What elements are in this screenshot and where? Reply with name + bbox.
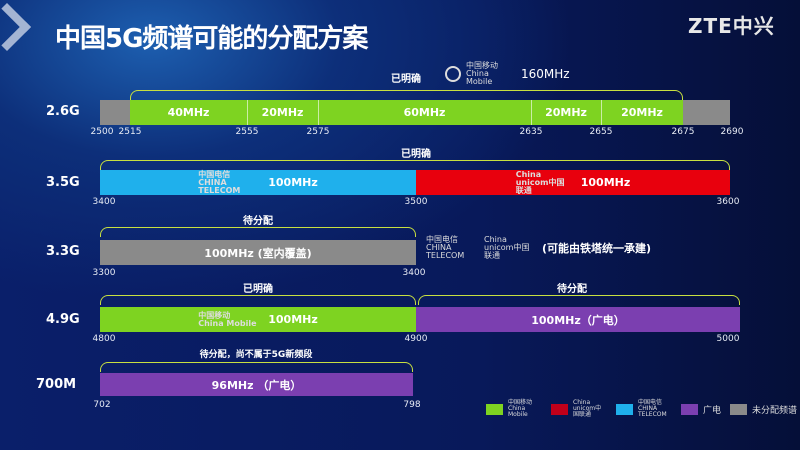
band700-label: 700M [36, 377, 77, 392]
tick: 2515 [118, 127, 142, 137]
band35-left-op: 中国电信 CHINA TELECOM [198, 169, 241, 195]
chevron-decoration-icon [0, 2, 32, 52]
tick: 3600 [716, 197, 740, 207]
segment: 20MHz [621, 106, 663, 119]
tick: 3400 [402, 268, 426, 278]
band35-telecom: 中国电信 CHINA TELECOM 100MHz [100, 170, 416, 195]
band35-right: 100MHz [580, 176, 631, 189]
page-title: 中国5G频谱可能的分配方案 [55, 24, 368, 54]
band33-side-note: (可能由铁塔统一承建) [542, 242, 652, 255]
band26-brace [130, 90, 683, 102]
legend-item: 广电 [681, 400, 721, 418]
tick: 798 [403, 400, 421, 410]
segment: 40MHz [167, 106, 210, 119]
legend-item: 中国移动 China Mobile [486, 400, 542, 418]
segment: 60MHz [403, 106, 446, 119]
brace [100, 295, 416, 305]
band35-label: 3.5G [46, 175, 80, 190]
brace [100, 362, 413, 372]
band700-bar: 96MHz （广电） [100, 373, 413, 396]
zte-logo: ZTE中兴 [688, 14, 775, 38]
band49-note-right: 待分配 [557, 284, 587, 295]
band26-green: 40MHz 20MHz 60MHz 20MHz 20MHz [130, 100, 683, 125]
tick: 2690 [720, 127, 744, 137]
brace [418, 295, 740, 305]
band33-bar: 100MHz (室内覆盖) [100, 240, 416, 265]
tick: 2555 [235, 127, 259, 137]
segment: 20MHz [545, 106, 587, 119]
legend-item: 未分配频谱 [730, 400, 797, 418]
band26-note: 已明确 [391, 74, 421, 85]
band49-broadcast: 100MHz（广电） [416, 307, 740, 332]
band49-left-op: 中国移动 China Mobile [198, 310, 257, 328]
band33-label: 3.3G [46, 244, 80, 259]
band49-note-left: 已明确 [243, 284, 273, 295]
tick: 2575 [306, 127, 330, 137]
tick: 2655 [589, 127, 613, 137]
tick: 3300 [92, 268, 116, 278]
tick: 5000 [716, 334, 740, 344]
band49-left: 100MHz [268, 313, 318, 326]
legend-item: 中国电信 CHINA TELECOM [616, 400, 672, 418]
band35-note: 已明确 [401, 149, 431, 160]
band35-unicom: China unicom中国联通 100MHz [416, 170, 730, 195]
tick: 2635 [519, 127, 543, 137]
tick: 3500 [404, 197, 428, 207]
tick: 3400 [92, 197, 116, 207]
band49-mobile: 中国移动 China Mobile 100MHz [100, 307, 416, 332]
tick: 4800 [92, 334, 116, 344]
legend-item: China unicom中国联通 [551, 400, 607, 418]
unicom-logo: China unicom中国联通 [484, 235, 530, 260]
band35-brace [100, 160, 730, 170]
band26-label: 2.6G [46, 104, 80, 119]
band35-right-op: China unicom中国联通 [515, 169, 565, 195]
band26-total: 160MHz [521, 67, 570, 81]
tick: 2500 [90, 127, 114, 137]
band33-note: 待分配 [243, 216, 273, 227]
band33-brace [100, 227, 416, 237]
legend: 中国移动 China Mobile China unicom中国联通 中国电信 … [486, 400, 797, 418]
band35-left: 100MHz [268, 176, 318, 189]
segment: 20MHz [261, 106, 304, 119]
band26-operator: 中国移动 China Mobile [466, 61, 498, 86]
tick: 4900 [404, 334, 428, 344]
band49-label: 4.9G [46, 312, 80, 327]
telecom-logo: 中国电信 CHINA TELECOM [426, 235, 465, 260]
tick: 2675 [671, 127, 695, 137]
china-mobile-logo-icon [445, 66, 461, 82]
band700-note: 待分配，尚不属于5G新频段 [199, 350, 313, 360]
tick: 702 [93, 400, 111, 410]
